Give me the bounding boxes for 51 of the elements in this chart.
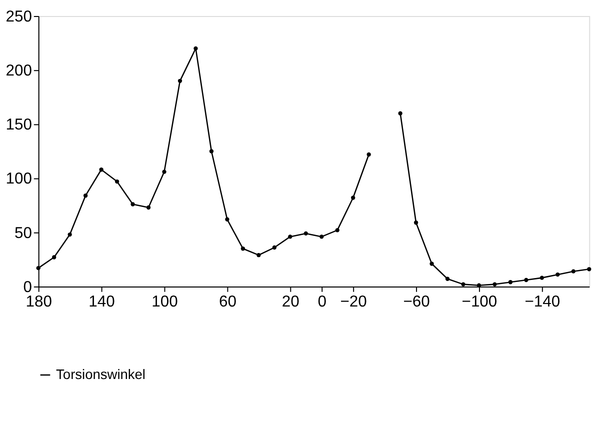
point xyxy=(209,149,214,154)
point xyxy=(366,152,371,157)
x-tick-label: −60 xyxy=(403,294,430,311)
legend-label: Torsionswinkel xyxy=(56,366,146,382)
x-tick-label: 20 xyxy=(282,294,300,311)
x-tick-label: 60 xyxy=(218,294,237,311)
point xyxy=(288,234,292,239)
point xyxy=(445,276,450,281)
y-tick-label: 150 xyxy=(6,116,32,134)
y-tick-label: 100 xyxy=(6,170,32,188)
point xyxy=(508,280,513,284)
x-tick-label: −140 xyxy=(524,294,560,311)
point xyxy=(540,276,544,280)
point xyxy=(99,168,104,172)
point xyxy=(272,245,276,250)
point xyxy=(587,267,592,272)
point xyxy=(335,228,340,232)
x-tick-label: −100 xyxy=(462,294,498,311)
point xyxy=(83,194,88,198)
point xyxy=(524,278,528,282)
point xyxy=(146,205,151,210)
point xyxy=(304,231,308,236)
point xyxy=(194,46,198,51)
point xyxy=(225,217,230,222)
x-tick-label: 100 xyxy=(152,294,178,311)
y-tick-label: 250 xyxy=(6,8,32,26)
point xyxy=(256,253,261,258)
x-tick-label: 140 xyxy=(88,294,116,311)
point xyxy=(430,262,434,266)
point xyxy=(36,266,40,270)
point xyxy=(398,111,402,116)
point xyxy=(240,246,246,251)
point xyxy=(68,232,72,237)
point xyxy=(52,255,56,260)
point xyxy=(492,282,497,286)
point xyxy=(351,196,356,200)
point xyxy=(178,78,182,83)
point xyxy=(130,202,135,206)
point xyxy=(414,220,418,225)
point xyxy=(320,234,324,239)
point xyxy=(114,179,120,184)
y-tick-label: 0 xyxy=(23,278,32,296)
point xyxy=(162,170,166,174)
point xyxy=(461,282,466,286)
x-tick-label: −20 xyxy=(340,294,368,311)
x-tick-label: 180 xyxy=(26,294,52,311)
x-tick-label: 0 xyxy=(318,294,327,311)
y-tick-label: 200 xyxy=(6,62,32,80)
point xyxy=(556,272,560,277)
y-tick-label: 50 xyxy=(14,224,32,242)
point xyxy=(571,269,576,274)
